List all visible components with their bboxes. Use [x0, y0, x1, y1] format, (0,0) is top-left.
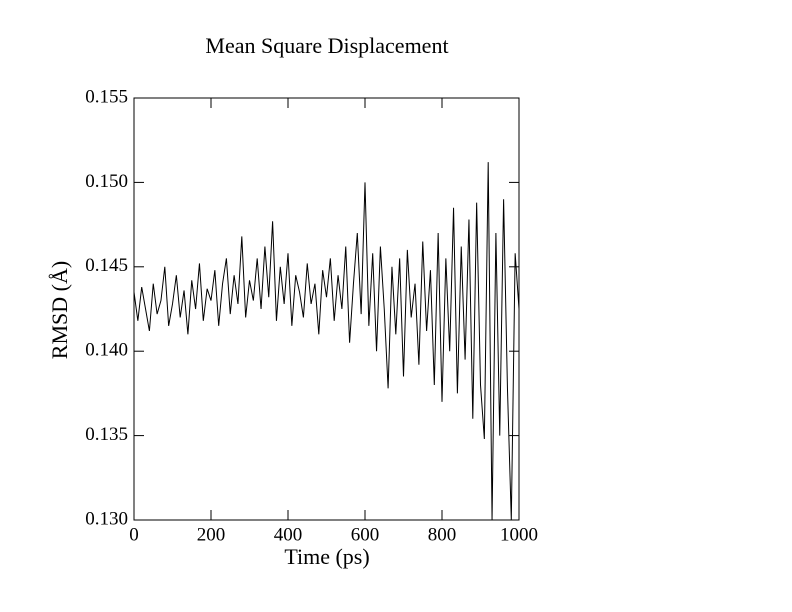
y-tick-label: 0.155: [85, 86, 128, 107]
y-tick-label: 0.135: [85, 424, 128, 445]
x-tick-label: 400: [274, 524, 303, 545]
y-tick-label: 0.150: [85, 171, 128, 192]
y-tick-label: 0.145: [85, 255, 128, 276]
chart-title: Mean Square Displacement: [205, 33, 448, 58]
x-axis-label: Time (ps): [284, 544, 369, 569]
y-tick-label: 0.130: [85, 508, 128, 529]
y-tick-label: 0.140: [85, 340, 128, 361]
x-tick-label: 0: [129, 524, 139, 545]
x-tick-label: 800: [428, 524, 457, 545]
x-tick-label: 200: [197, 524, 226, 545]
data-line: [133, 162, 520, 521]
x-tick-label: 1000: [500, 524, 538, 545]
y-axis-label: RMSD (Å): [47, 261, 72, 359]
x-tick-label: 600: [351, 524, 380, 545]
